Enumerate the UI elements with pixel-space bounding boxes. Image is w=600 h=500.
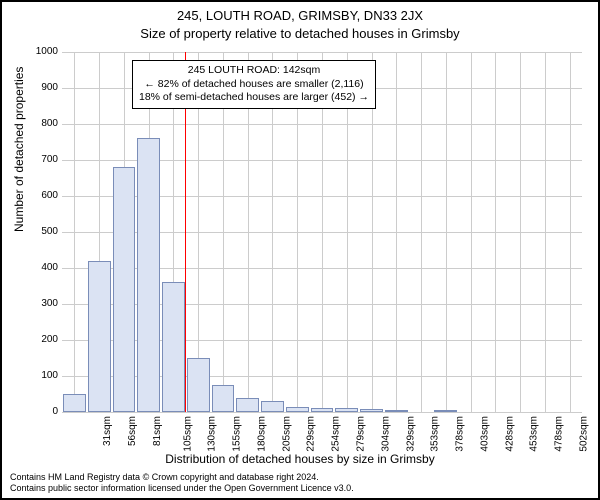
- footer-line2: Contains public sector information licen…: [10, 483, 354, 494]
- histogram-bar: [311, 408, 334, 412]
- annotation-line3: 18% of semi-detached houses are larger (…: [139, 91, 369, 105]
- x-tick-label: 329sqm: [405, 416, 416, 452]
- gridline-v: [396, 52, 397, 412]
- x-tick-label: 180sqm: [257, 416, 268, 452]
- y-tick-label: 200: [18, 334, 58, 345]
- gridline-v: [471, 52, 472, 412]
- y-tick-label: 500: [18, 226, 58, 237]
- histogram-bar: [113, 167, 136, 412]
- y-tick-label: 100: [18, 370, 58, 381]
- histogram-bar: [335, 408, 358, 412]
- histogram-bar: [187, 358, 210, 412]
- gridline-v: [570, 52, 571, 412]
- x-tick-label: 478sqm: [554, 416, 565, 452]
- histogram-bar: [63, 394, 86, 412]
- gridline-v: [545, 52, 546, 412]
- x-tick-label: 155sqm: [232, 416, 243, 452]
- y-tick-label: 600: [18, 190, 58, 201]
- x-tick-label: 56sqm: [127, 416, 138, 446]
- x-tick-label: 428sqm: [504, 416, 515, 452]
- x-tick-label: 353sqm: [430, 416, 441, 452]
- y-tick-label: 900: [18, 82, 58, 93]
- histogram-bar: [261, 401, 284, 412]
- x-tick-label: 254sqm: [331, 416, 342, 452]
- annotation-line2: ← 82% of detached houses are smaller (2,…: [139, 78, 369, 92]
- footer-line1: Contains HM Land Registry data © Crown c…: [10, 472, 354, 483]
- histogram-bar: [88, 261, 111, 412]
- x-tick-label: 31sqm: [102, 416, 113, 446]
- y-tick-label: 0: [18, 406, 58, 417]
- x-tick-label: 279sqm: [356, 416, 367, 452]
- footer-attribution: Contains HM Land Registry data © Crown c…: [10, 472, 354, 494]
- chart-container: 245, LOUTH ROAD, GRIMSBY, DN33 2JX Size …: [0, 0, 600, 500]
- histogram-bar: [236, 398, 259, 412]
- x-tick-label: 229sqm: [306, 416, 317, 452]
- x-tick-label: 304sqm: [380, 416, 391, 452]
- gridline-v: [421, 52, 422, 412]
- chart-address-title: 245, LOUTH ROAD, GRIMSBY, DN33 2JX: [2, 8, 598, 23]
- histogram-bar: [360, 409, 383, 412]
- x-tick-label: 81sqm: [152, 416, 163, 446]
- y-tick-label: 400: [18, 262, 58, 273]
- x-tick-label: 502sqm: [578, 416, 589, 452]
- x-axis-label: Distribution of detached houses by size …: [2, 452, 598, 466]
- gridline-v: [74, 52, 75, 412]
- histogram-bar: [434, 410, 457, 412]
- x-tick-label: 453sqm: [529, 416, 540, 452]
- histogram-bar: [286, 407, 309, 412]
- y-tick-label: 800: [18, 118, 58, 129]
- histogram-bar: [137, 138, 160, 412]
- x-tick-label: 378sqm: [455, 416, 466, 452]
- annotation-box: 245 LOUTH ROAD: 142sqm← 82% of detached …: [132, 60, 376, 109]
- histogram-bar: [162, 282, 185, 412]
- y-tick-label: 300: [18, 298, 58, 309]
- x-tick-label: 130sqm: [207, 416, 218, 452]
- histogram-bar: [212, 385, 235, 412]
- y-tick-label: 700: [18, 154, 58, 165]
- chart-subtitle: Size of property relative to detached ho…: [2, 26, 598, 41]
- x-tick-label: 403sqm: [479, 416, 490, 452]
- histogram-bar: [385, 410, 408, 412]
- annotation-line1: 245 LOUTH ROAD: 142sqm: [139, 64, 369, 78]
- x-tick-label: 205sqm: [281, 416, 292, 452]
- gridline-v: [495, 52, 496, 412]
- gridline-v: [446, 52, 447, 412]
- x-tick-label: 105sqm: [182, 416, 193, 452]
- plot-area: 0100200300400500600700800900100031sqm56s…: [62, 52, 582, 412]
- gridline-v: [520, 52, 521, 412]
- gridline-h: [62, 412, 582, 413]
- y-tick-label: 1000: [18, 46, 58, 57]
